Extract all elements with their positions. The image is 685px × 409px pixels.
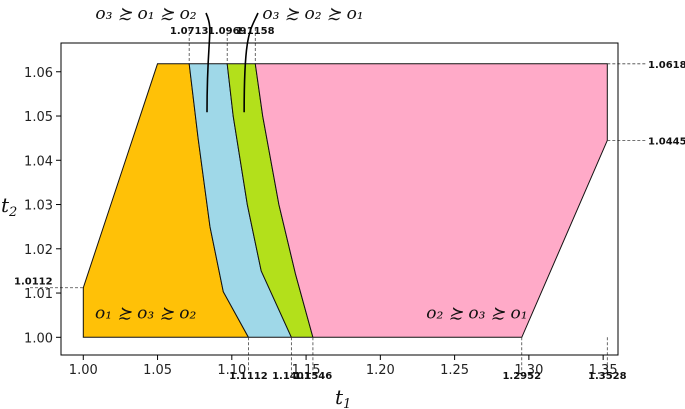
y-ticks-layer: 1.00 1.01 1.02 1.03 1.04 1.05 1.06	[24, 66, 61, 346]
region-label: o₂ ≿ o₃ ≿ o₁	[426, 304, 527, 324]
guides-layer	[30, 28, 646, 374]
x-ticks-layer: 1.00 1.05 1.10 1.15 1.20 1.25 1.30 1.35	[69, 355, 618, 378]
region-labels-layer: o₁ ≿ o₃ ≿ o₂ o₂ ≿ o₃ ≿ o₁	[95, 304, 527, 324]
x-tick-label: 1.30	[514, 363, 543, 378]
x-annotation-label: 1.0969	[208, 26, 247, 37]
x-tick-label: 1.10	[217, 363, 246, 378]
callout-leader-line	[205, 12, 211, 113]
x-tick-label: 1.00	[69, 363, 98, 378]
y-tick-label: 1.02	[24, 243, 53, 258]
callouts-layer: o₃ ≿ o₁ ≿ o₂ o₃ ≿ o₂ ≿ o₁	[95, 4, 364, 113]
callout-leader-line	[243, 12, 259, 113]
y-tick-label: 1.06	[24, 66, 53, 81]
region-label: o₁ ≿ o₃ ≿ o₂	[95, 304, 196, 324]
plot-frame	[60, 42, 619, 356]
y-annotation-label: 1.0112	[14, 277, 53, 288]
callout-label: o₃ ≿ o₂ ≿ o₁	[262, 4, 363, 24]
x-annotation-label: 1.1546	[294, 371, 333, 382]
y-axis-label: t2	[1, 193, 17, 220]
x-tick-label: 1.25	[440, 363, 469, 378]
y-tick-label: 1.00	[24, 331, 53, 346]
y-tick-label: 1.04	[24, 154, 53, 169]
regions-layer	[82, 63, 608, 338]
x-annotation-label: 1.3528	[588, 371, 627, 382]
y-annotation-label: 1.0618	[648, 60, 685, 71]
y-tick-label: 1.05	[24, 110, 53, 125]
x-annotation-label: 1.1112	[229, 371, 268, 382]
x-annotation-label: 1.1158	[236, 26, 275, 37]
x-tick-label: 1.15	[292, 363, 321, 378]
x-tick-label: 1.35	[589, 363, 618, 378]
x-tick-label: 1.05	[143, 363, 172, 378]
x-annotation-label: 1.1401	[272, 371, 311, 382]
x-axis-label: t1	[335, 385, 351, 409]
y-annotation-label: 1.0445	[648, 136, 685, 147]
y-tick-label: 1.01	[24, 287, 53, 302]
x-annotation-label: 1.2952	[502, 371, 541, 382]
x-annotation-label: 1.0713	[170, 26, 209, 37]
y-tick-label: 1.03	[24, 199, 53, 214]
region-4	[254, 63, 608, 338]
x-tick-label: 1.20	[366, 363, 395, 378]
callout-label: o₃ ≿ o₁ ≿ o₂	[95, 4, 196, 24]
